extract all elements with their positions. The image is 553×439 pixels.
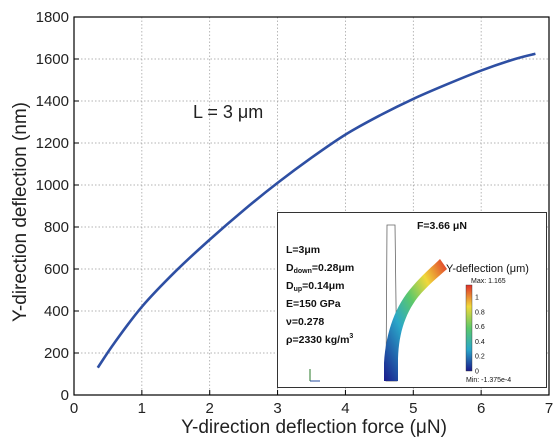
x-tick-label: 1: [138, 400, 146, 417]
y-tick-label: 1400: [36, 93, 69, 110]
colorbar-max: Max: 1.165: [471, 278, 506, 285]
axis-triad-icon: [309, 369, 320, 382]
x-axis-ticks: 0 1 2 3 4 5 6 7: [70, 390, 553, 417]
x-tick-label: 6: [477, 400, 485, 417]
colorbar-min: Min: -1.375e-4: [466, 377, 511, 384]
param-young-modulus: E=150 GPa: [286, 298, 341, 310]
deformed-beam: [384, 259, 447, 381]
x-tick-label: 2: [206, 400, 214, 417]
colorbar-tick-label: 0.2: [475, 354, 485, 361]
x-tick-label: 4: [341, 400, 349, 417]
y-tick-label: 400: [44, 303, 69, 320]
y-axis-label: Y-direction deflection (nm): [10, 102, 31, 322]
y-tick-label: 800: [44, 219, 69, 236]
x-axis-label: Y-direction deflection force (μN): [181, 417, 447, 438]
x-tick-label: 7: [545, 400, 553, 417]
colorbar-tick-label: 0.4: [475, 339, 485, 346]
param-d-down: Ddown=0.28μm: [286, 262, 354, 275]
colorbar-title: Y-deflection (μm): [446, 263, 529, 275]
param-density: ρ=2330 kg/m3: [286, 333, 353, 346]
param-d-up: Dup=0.14μm: [286, 280, 344, 293]
y-tick-label: 200: [44, 345, 69, 362]
series-line: [96, 52, 536, 369]
y-tick-label: 600: [44, 261, 69, 278]
y-tick-label: 1000: [36, 177, 69, 194]
colorbar: [465, 284, 473, 372]
x-tick-label: 5: [409, 400, 417, 417]
plot-area: [73, 16, 550, 396]
length-annotation: L = 3 μm: [193, 102, 263, 122]
colorbar-tick-label: 0.8: [475, 309, 485, 316]
y-tick-label: 0: [61, 387, 69, 404]
y-tick-label: 1200: [36, 135, 69, 152]
series-group: [96, 52, 536, 369]
x-tick-label: 3: [273, 400, 281, 417]
y-tick-label: 1600: [36, 51, 69, 68]
colorbar-tick-label: 0.6: [475, 324, 485, 331]
x-tick-label: 0: [70, 400, 78, 417]
param-length: L=3μm: [286, 244, 320, 256]
inset-simulation-panel: F=3.66 μN L=3μm Ddown=0.28μm Dup=0.14μm …: [277, 212, 547, 388]
colorbar-tick-label: 1: [475, 295, 479, 302]
y-tick-label: 1800: [36, 9, 69, 26]
colorbar-tick-label: 0: [475, 369, 479, 376]
colorbar-ticks: 1 0.8 0.6 0.4 0.2 0: [475, 295, 485, 376]
force-label: F=3.66 μN: [417, 220, 467, 232]
y-axis-ticks: 0 200 400 600 800 1000 1200 1400 1600 1800: [36, 9, 79, 404]
inset-figure: F=3.66 μN L=3μm Ddown=0.28μm Dup=0.14μm …: [286, 220, 529, 384]
param-poisson-ratio: ν=0.278: [286, 316, 324, 328]
